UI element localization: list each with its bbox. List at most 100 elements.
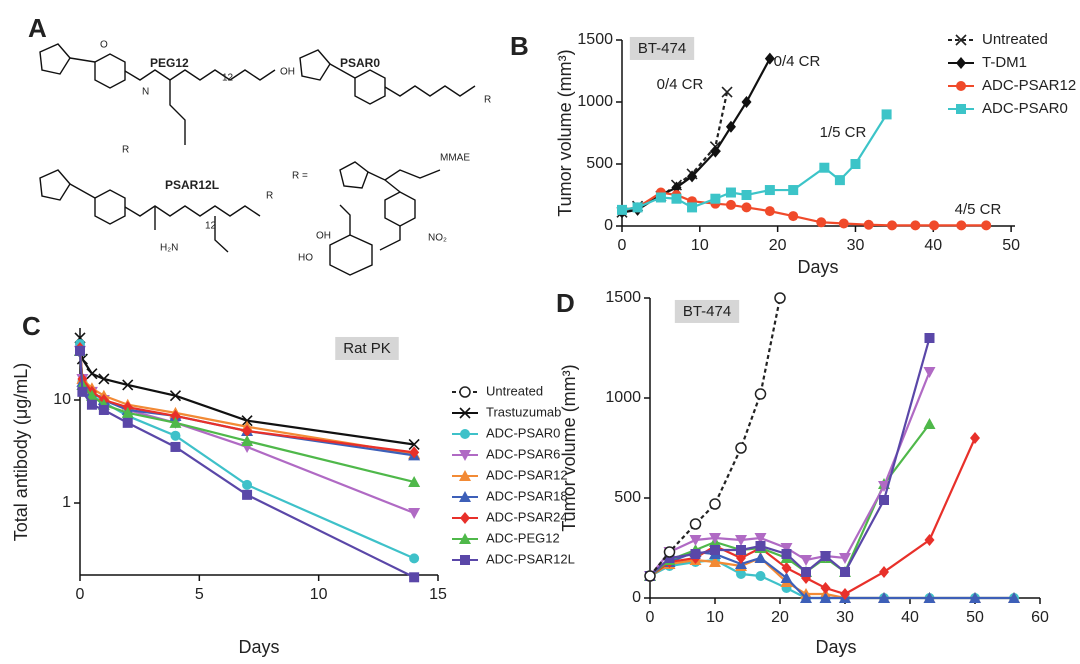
x-tick-label: 5 — [195, 586, 204, 603]
legend-label: Untreated — [486, 383, 543, 398]
atom-label: OH — [280, 67, 295, 78]
marker — [710, 145, 721, 158]
marker — [788, 185, 799, 196]
x-tick-label: 10 — [706, 609, 724, 626]
atom-label: R — [266, 191, 273, 202]
marker — [923, 367, 936, 378]
marker — [820, 551, 831, 561]
bond — [384, 179, 401, 193]
marker — [800, 592, 812, 603]
bond — [339, 204, 351, 235]
legend-marker — [459, 533, 471, 544]
marker — [850, 159, 861, 169]
marker — [736, 545, 746, 555]
y-tick-label: 0 — [632, 589, 641, 606]
marker — [929, 220, 940, 231]
marker — [242, 425, 253, 438]
marker — [764, 185, 775, 196]
chain — [384, 85, 476, 97]
series-line — [649, 337, 931, 577]
triazole-ring — [339, 161, 369, 189]
legend-marker — [459, 386, 471, 398]
series-line — [649, 437, 977, 596]
x-tick-label: 15 — [429, 586, 447, 603]
marker — [839, 553, 851, 564]
marker — [77, 386, 88, 397]
x-tick-label: 0 — [646, 609, 655, 626]
marker — [816, 217, 827, 228]
marker — [709, 533, 721, 544]
y-tick-label: 10 — [53, 391, 71, 408]
y-tick-label: 500 — [614, 489, 641, 506]
marker — [801, 567, 811, 577]
maleimide-ring — [39, 169, 71, 201]
marker — [800, 555, 812, 566]
bond — [329, 63, 356, 79]
y-axis-label: Total antibody (μg/mL) — [11, 363, 31, 541]
marker — [887, 220, 898, 231]
r-label: R = — [292, 171, 308, 182]
marker — [969, 592, 981, 603]
atom-label: NO₂ — [428, 233, 447, 244]
annotation-box — [674, 299, 740, 323]
marker — [741, 202, 752, 213]
marker — [881, 109, 892, 120]
marker — [710, 193, 721, 204]
x-axis-label: Days — [797, 257, 838, 277]
marker — [169, 390, 182, 402]
benzene-ring — [94, 189, 126, 225]
marker — [687, 170, 698, 183]
marker — [241, 434, 254, 446]
annotation: 0/4 CR — [657, 76, 704, 93]
marker — [879, 495, 889, 505]
marker — [170, 430, 181, 441]
marker — [754, 388, 767, 400]
marker — [754, 552, 767, 563]
legend-marker — [459, 491, 471, 502]
marker — [721, 86, 733, 98]
marker — [169, 416, 182, 428]
annotation-box — [335, 336, 399, 360]
chain — [124, 205, 261, 217]
marker — [878, 592, 890, 603]
marker — [819, 162, 830, 173]
side-chain — [169, 80, 186, 145]
marker — [764, 206, 775, 217]
marker — [644, 570, 656, 582]
x-tick-label: 20 — [771, 609, 789, 626]
x-tick-label: 50 — [966, 609, 984, 626]
x-tick-label: 40 — [901, 609, 919, 626]
legend-label: ADC-PSAR24 — [486, 509, 568, 524]
x-axis-label: Days — [238, 637, 279, 657]
marker — [879, 566, 889, 578]
marker — [820, 582, 831, 594]
marker — [122, 417, 133, 428]
marker — [780, 543, 793, 554]
legend-label: ADC-PSAR0 — [982, 100, 1068, 117]
atom-label: 12 — [205, 221, 217, 232]
marker — [735, 442, 747, 454]
annotation: 0/4 CR — [774, 53, 821, 70]
marker — [408, 475, 421, 487]
marker — [781, 562, 792, 574]
sugar-ring — [329, 234, 373, 276]
atom-label: HO — [298, 253, 313, 264]
legend-marker — [956, 57, 966, 69]
legend-label: ADC-PSAR12 — [982, 77, 1076, 94]
marker — [863, 219, 874, 230]
legend-label: ADC-PSAR0 — [486, 425, 560, 440]
legend-label: Untreated — [982, 31, 1048, 48]
marker — [780, 572, 793, 583]
annotation: BT-474 — [638, 40, 686, 57]
x-tick-label: 60 — [1031, 609, 1049, 626]
marker — [687, 202, 698, 213]
bond — [69, 57, 96, 63]
side-chain — [214, 216, 229, 253]
marker — [781, 549, 792, 559]
marker — [121, 406, 134, 418]
marker — [725, 187, 736, 198]
legend-label: ADC-PSAR6 — [486, 446, 560, 461]
marker — [85, 389, 98, 401]
bond — [69, 183, 96, 199]
legend-label: ADC-PSAR12L — [486, 551, 575, 566]
